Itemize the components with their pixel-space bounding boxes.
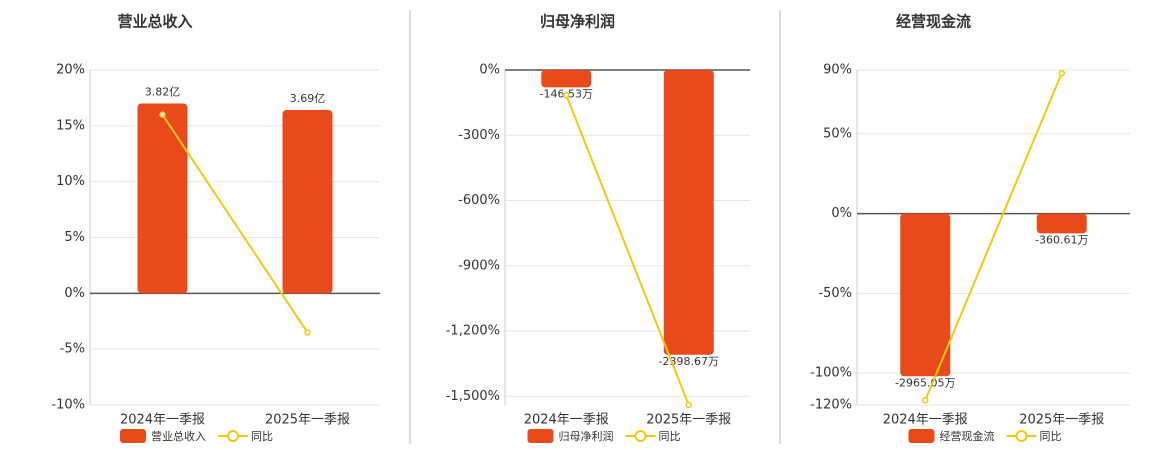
legend-label: 同比	[251, 430, 273, 443]
line-point	[304, 329, 311, 336]
data-label: 3.82亿	[145, 86, 181, 99]
bar	[137, 103, 188, 294]
y-tick-label: -1,200%	[446, 324, 500, 339]
line-point	[563, 91, 570, 99]
legend-swatch	[527, 429, 554, 443]
legend-swatch	[908, 429, 935, 443]
chart-title: 营业总收入	[117, 13, 192, 31]
line-point	[922, 396, 929, 404]
bar	[900, 213, 951, 377]
line	[924, 72, 1063, 401]
x-tick-label: 2025年一季报	[646, 413, 731, 428]
chart-title: 经营现金流	[896, 13, 971, 31]
data-label: -360.61万	[1035, 233, 1088, 246]
legend-label: 同比	[1040, 430, 1062, 443]
y-tick-label: -5%	[60, 342, 85, 357]
x-tick-label: 2024年一季报	[120, 413, 205, 428]
x-tick-label: 2025年一季报	[1019, 413, 1104, 428]
y-tick-label: -300%	[458, 128, 500, 143]
y-tick-label: -1,500%	[446, 389, 500, 404]
legend-label: 营业总收入	[151, 429, 206, 443]
y-tick-label: 50%	[823, 126, 852, 141]
legend-swatch	[1015, 430, 1028, 442]
bar	[663, 70, 714, 355]
y-tick-label: -900%	[458, 258, 500, 273]
x-tick-label: 2024年一季报	[524, 413, 609, 428]
data-label: -2965.05万	[895, 376, 955, 389]
legend-swatch	[634, 430, 647, 442]
x-tick-label: 2024年一季报	[883, 413, 968, 428]
y-tick-label: 10%	[56, 174, 85, 189]
legend-label: 经营现金流	[940, 429, 995, 443]
y-tick-label: 20%	[56, 63, 85, 78]
chart-title: 归母净利润	[540, 13, 615, 31]
x-tick-label: 2025年一季报	[265, 413, 350, 428]
line-point	[159, 111, 166, 118]
y-tick-label: 0%	[831, 206, 852, 221]
y-tick-label: -10%	[51, 398, 85, 413]
y-tick-label: 0%	[479, 63, 500, 78]
line-point	[1058, 69, 1065, 77]
legend-swatch	[120, 429, 146, 443]
data-label: -2398.67万	[659, 355, 719, 368]
y-tick-label: -600%	[458, 193, 500, 208]
legend-label: 同比	[659, 430, 681, 443]
y-tick-label: 90%	[823, 63, 852, 78]
y-tick-label: 0%	[64, 286, 85, 301]
line	[565, 94, 690, 406]
line-point	[685, 401, 692, 409]
bar	[282, 109, 333, 294]
y-tick-label: 15%	[56, 118, 85, 133]
y-tick-label: -50%	[818, 286, 852, 301]
y-tick-label: 5%	[64, 230, 85, 245]
legend-swatch	[227, 430, 239, 442]
legend-label: 归母净利润	[559, 429, 614, 443]
line	[161, 114, 309, 333]
y-tick-label: -100%	[810, 366, 852, 381]
y-tick-label: -120%	[810, 398, 852, 413]
bar	[541, 70, 592, 88]
data-label: 3.69亿	[290, 92, 326, 105]
bar	[1036, 213, 1087, 234]
